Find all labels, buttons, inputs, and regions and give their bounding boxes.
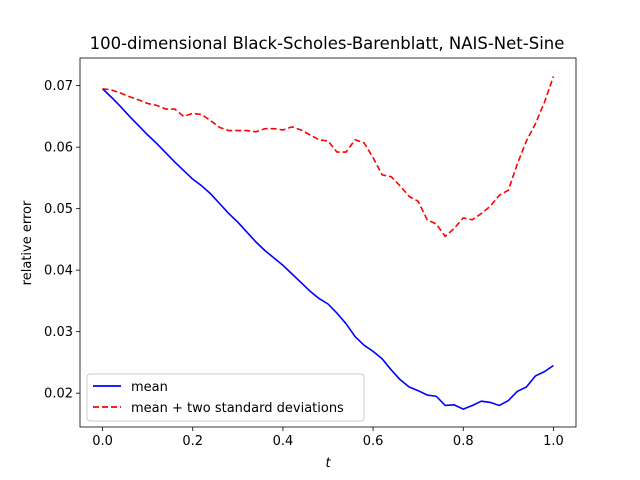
x-tick-label: 1.0 [543, 434, 564, 449]
x-axis: 0.0 0.2 0.4 0.6 0.8 1.0 [92, 427, 564, 449]
x-tick-label: 0.4 [273, 434, 294, 449]
x-tick-label: 0.8 [453, 434, 474, 449]
y-tick-label: 0.04 [44, 264, 73, 279]
chart-title: 100-dimensional Black-Scholes-Barenblatt… [90, 34, 565, 53]
legend-label-upper: mean + two standard deviations [131, 401, 344, 416]
series-line-mean [101, 88, 554, 410]
y-tick-label: 0.07 [44, 79, 73, 94]
y-tick-label: 0.03 [44, 325, 73, 340]
y-tick-label: 0.05 [44, 202, 73, 217]
series-line-mean-plus-two-std [102, 76, 555, 238]
x-tick-label: 0.2 [182, 434, 203, 449]
y-axis: 0.02 0.03 0.04 0.05 0.06 0.07 [44, 79, 80, 402]
legend-label-mean: mean [131, 380, 168, 395]
x-tick-label: 0.0 [92, 434, 113, 449]
plot-frame [79, 57, 577, 428]
y-tick-label: 0.06 [44, 141, 73, 156]
legend: mean mean + two standard deviations [86, 373, 365, 422]
y-axis-label: relative error [20, 200, 35, 285]
y-tick-label: 0.02 [44, 387, 73, 402]
plot-area [101, 76, 555, 410]
x-tick-label: 0.6 [363, 434, 384, 449]
legend-box [86, 373, 365, 422]
x-axis-label: t [325, 456, 331, 471]
